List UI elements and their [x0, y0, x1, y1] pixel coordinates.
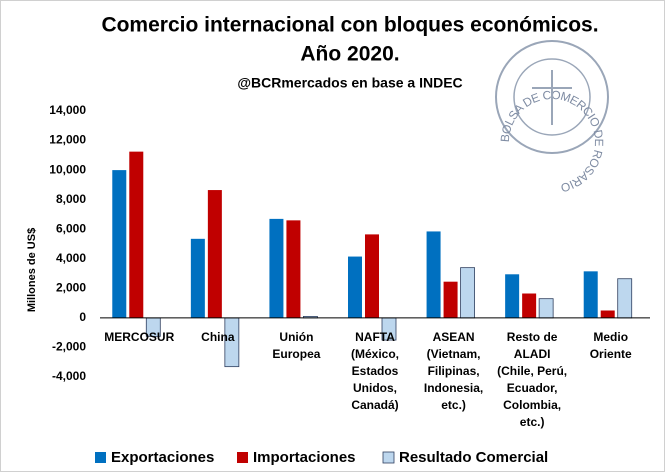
logo-ring [495, 40, 609, 154]
bar [426, 231, 441, 318]
bar [583, 271, 598, 318]
chart-title: Comercio internacional con bloques econó… [101, 14, 598, 37]
bar [505, 274, 520, 318]
x-tick-label: Estados [352, 364, 399, 378]
bar [443, 281, 458, 318]
y-tick-label: 12,000 [49, 133, 86, 147]
legend-swatch [237, 452, 248, 463]
legend-label: Importaciones [253, 449, 356, 466]
logo-ring [513, 58, 591, 136]
y-tick-label: 2,000 [56, 281, 86, 295]
bar [522, 293, 537, 318]
bar [112, 170, 127, 318]
x-tick-label: Oriente [590, 347, 632, 361]
bar [600, 310, 615, 318]
x-tick-label: Medio [593, 330, 628, 344]
x-tick-label: Resto de [507, 330, 558, 344]
bar [190, 238, 205, 318]
x-tick-label: NAFTA [355, 330, 395, 344]
y-tick-label: 10,000 [49, 162, 86, 176]
y-axis-label: Millones de US$ [26, 228, 38, 312]
x-tick-label: Unión [279, 330, 313, 344]
y-tick-label: 6,000 [56, 221, 86, 235]
bar [286, 220, 301, 318]
legend-swatch [95, 452, 106, 463]
x-tick-label: Filipinas, [428, 364, 480, 378]
y-tick-label: 0 [79, 310, 86, 324]
y-tick-label: -2,000 [52, 340, 86, 354]
y-tick-label: 14,000 [49, 103, 86, 117]
x-tick-label: Unidos, [353, 381, 397, 395]
bar [207, 190, 222, 318]
bar [269, 218, 284, 318]
legend-swatch [382, 451, 395, 464]
legend-label: Exportaciones [111, 449, 214, 466]
x-tick-label: Indonesia, [424, 381, 483, 395]
bar [460, 267, 475, 319]
x-tick-label: Canadá) [351, 398, 398, 412]
x-tick-label: China [201, 330, 235, 344]
chart-title: Año 2020. [300, 43, 399, 66]
chart-subtitle: @BCRmercados en base a INDEC [237, 75, 462, 91]
legend-label: Resultado Comercial [399, 449, 548, 466]
x-tick-label: etc.) [441, 398, 466, 412]
bar [365, 234, 379, 318]
y-tick-label: 4,000 [56, 251, 86, 265]
bar [617, 278, 633, 319]
x-tick-label: MERCOSUR [104, 330, 174, 344]
y-tick-label: -4,000 [52, 369, 86, 383]
y-tick-label: 8,000 [56, 192, 86, 206]
x-tick-label: (Chile, Perú, [497, 364, 567, 378]
x-tick-label: etc.) [520, 415, 545, 429]
x-tick-label: ASEAN [433, 330, 475, 344]
bar [129, 151, 144, 318]
x-tick-label: Colombia, [503, 398, 561, 412]
bar [538, 298, 554, 319]
x-tick-label: Ecuador, [507, 381, 558, 395]
x-tick-label: Europea [272, 347, 320, 361]
bar [348, 256, 362, 318]
x-tick-label: (Vietnam, [427, 347, 481, 361]
x-tick-label: (México, [351, 347, 399, 361]
x-tick-label: ALADI [514, 347, 551, 361]
